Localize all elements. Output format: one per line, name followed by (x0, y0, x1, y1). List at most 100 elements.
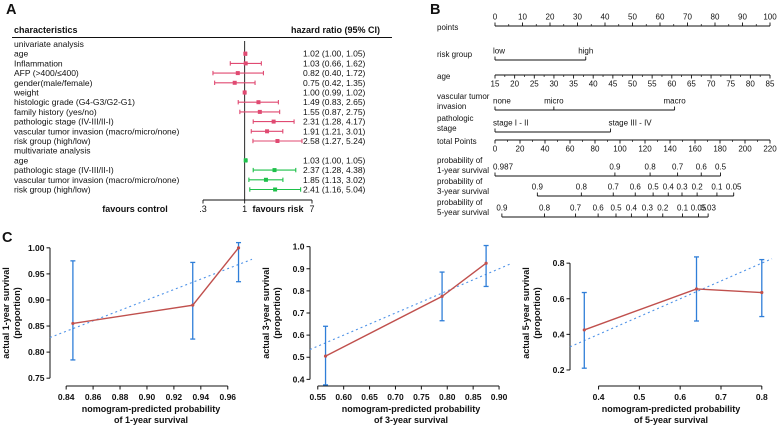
tick-label: 25 (530, 80, 539, 89)
hr-marker (257, 109, 262, 114)
row-label: age (14, 155, 28, 165)
hr-marker (243, 51, 248, 56)
hr-ci-text: 1.03 (1.00, 1.05) (303, 155, 366, 165)
hr-marker (243, 158, 248, 163)
tick-label: 30 (549, 80, 558, 89)
x-tick-label: 0.70 (387, 392, 404, 402)
x-tick-label: 0.60 (335, 392, 352, 402)
nomogram-axis-label: 3-year survival (437, 187, 489, 196)
tick-label: 0.987 (493, 163, 514, 172)
hr-ci-text: 2.41 (1.16, 5.04) (303, 185, 366, 195)
calibration-line (72, 247, 240, 325)
row-label: vascular tumor invasion (macro/micro/non… (14, 175, 180, 185)
y-axis-title: actual 5-year survival (521, 267, 531, 359)
tick-label: 200 (738, 145, 752, 154)
tick-label: 60 (656, 13, 665, 22)
tick-label: 0.1 (711, 183, 723, 192)
hr-marker (275, 139, 280, 143)
tick-label: 0.3 (676, 183, 688, 192)
x-axis-title: nomogram-predicted probability (82, 404, 221, 414)
tick-label: 75 (726, 80, 735, 89)
x-axis-title: nomogram-predicted probability (602, 404, 741, 414)
ideal-line (309, 262, 513, 351)
x-tick-label: 0.6 (674, 392, 686, 402)
point-marker (694, 287, 699, 291)
tick-label: 85 (766, 80, 775, 89)
tick-label: macro (663, 97, 686, 106)
tick-label: 50 (628, 13, 637, 22)
hr-ci-text: 1.91 (1.21, 3.01) (303, 126, 366, 136)
row-label: histologic grade (G4-G3/G2-G1) (14, 97, 135, 107)
tick-label: 140 (663, 145, 677, 154)
tick-label: 120 (638, 145, 652, 154)
nomogram-axis-label: probability of (437, 156, 483, 165)
tick-label: 70 (683, 13, 692, 22)
tick-label: 0.8 (539, 204, 551, 213)
x-axis-tick-label: 7 (309, 204, 314, 214)
tick-label: 80 (711, 13, 720, 22)
x-tick-label: 0.80 (439, 392, 456, 402)
tick-label: 0.8 (645, 163, 657, 172)
row-label: pathologic stage (IV-III/II-I) (14, 117, 114, 127)
nomogram-axis-label: invasion (437, 102, 466, 111)
tick-label: 0.9 (496, 204, 508, 213)
ideal-line (49, 258, 253, 339)
y-tick-label: 0.4 (293, 374, 305, 384)
nomogram-axis-label: 5-year survival (437, 208, 489, 217)
tick-label: 80 (746, 80, 755, 89)
y-tick-label: 0.85 (28, 321, 45, 331)
hr-ci-text: 2.58 (1.27, 5.24) (303, 136, 366, 146)
nomogram-axis-label: probability of (437, 177, 483, 186)
point-marker (191, 303, 195, 307)
x-tick-label: 0.94 (193, 392, 210, 402)
y-tick-label: 0.4 (553, 329, 565, 339)
x-axis-title: of 1-year survival (114, 415, 188, 425)
row-label: risk group (high/low) (14, 136, 91, 146)
tick-label: 0 (493, 13, 498, 22)
x-axis-title: of 3-year survival (374, 415, 448, 425)
tick-label: 15 (491, 80, 500, 89)
tick-label: 0.6 (593, 204, 605, 213)
x-tick-label: 0.86 (85, 392, 102, 402)
x-axis-title: nomogram-predicted probability (342, 404, 481, 414)
tick-label: 0.6 (630, 183, 642, 192)
hr-marker (235, 71, 240, 76)
tick-label: 60 (566, 145, 575, 154)
tick-label: 0.7 (570, 204, 582, 213)
tick-label: 0 (493, 145, 498, 154)
nomogram-chart: points 0 10 20 30 40 50 60 70 80 90 100 risk group lo… (437, 13, 777, 218)
x-tick-label: 0.75 (413, 392, 430, 402)
tick-label: low (493, 47, 505, 56)
y-tick-label: 0.7 (293, 308, 305, 318)
x-tick-label: 0.90 (139, 392, 156, 402)
tick-label: 20 (546, 13, 555, 22)
tick-label: 180 (713, 145, 727, 154)
y-tick-label: 1.0 (293, 242, 305, 252)
row-label: AFP (>400/≤400) (14, 68, 79, 78)
tick-label: 10 (518, 13, 527, 22)
row-label: pathologic stage (IV-III/II-I) (14, 165, 114, 175)
tick-label: 0.7 (608, 183, 620, 192)
tick-label: high (578, 47, 593, 56)
tick-label: 0.9 (609, 163, 621, 172)
tick-label: 0.8 (576, 183, 588, 192)
hr-marker (232, 80, 237, 85)
tick-label: 0.6 (696, 163, 708, 172)
panel-b-label: B (430, 2, 441, 18)
x-tick-label: 0.55 (309, 392, 326, 402)
tick-label: 50 (628, 80, 637, 89)
tick-label: micro (544, 97, 564, 106)
y-tick-label: 0.80 (28, 347, 45, 357)
tick-label: 220 (763, 145, 777, 154)
row-label: gender(male/female) (14, 78, 93, 88)
hr-ci-text: 2.31 (1.28, 4.17) (303, 117, 366, 127)
tick-label: none (493, 97, 511, 106)
nomogram-axis-label: risk group (437, 50, 473, 59)
row-label: weight (13, 88, 39, 98)
y-axis-title: (proportion) (12, 287, 22, 338)
x-tick-label: 0.96 (219, 392, 236, 402)
tick-label: 40 (601, 13, 610, 22)
tick-label: 0.7 (672, 163, 684, 172)
x-axis-tick-label: .3 (199, 204, 207, 214)
